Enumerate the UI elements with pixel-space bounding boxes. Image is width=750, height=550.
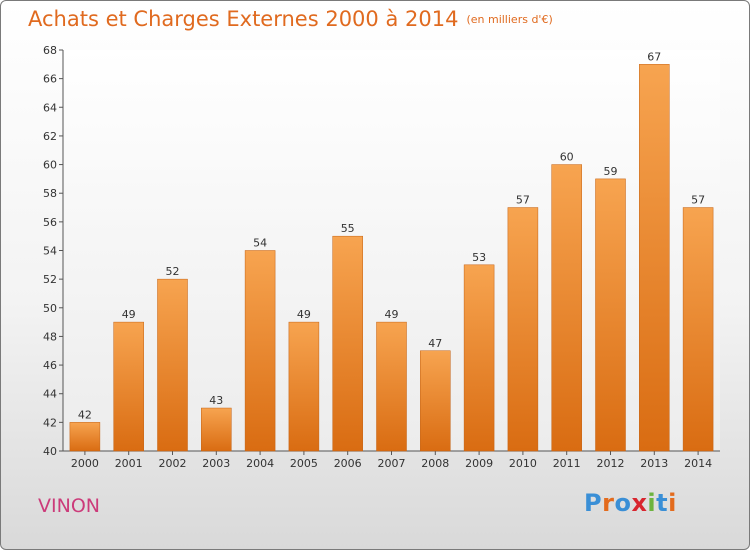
bar-2009 <box>463 264 495 452</box>
bar-2000 <box>69 422 101 452</box>
y-tick-label: 60 <box>43 159 57 172</box>
value-label-2009: 53 <box>472 251 486 264</box>
value-label-2010: 57 <box>516 194 530 207</box>
value-label-2004: 54 <box>253 237 267 250</box>
logo-letter: x <box>631 489 648 517</box>
bar-2001 <box>113 321 144 452</box>
value-label-2000: 42 <box>78 408 92 421</box>
bar-2011 <box>551 164 582 452</box>
x-tick-label-2010: 2010 <box>509 457 537 470</box>
y-tick-label: 56 <box>43 216 57 229</box>
y-tick-label: 46 <box>43 359 57 372</box>
y-tick-label: 42 <box>43 416 57 429</box>
bar-2012 <box>595 178 626 452</box>
x-tick-label-2001: 2001 <box>115 457 143 470</box>
value-label-2002: 52 <box>166 265 180 278</box>
bar-2013 <box>639 64 670 452</box>
x-tick-label-2009: 2009 <box>465 457 493 470</box>
y-tick-label: 62 <box>43 130 57 143</box>
y-tick-label: 54 <box>43 245 57 258</box>
chart-subtitle: (en milliers d'€) <box>466 13 553 26</box>
logo-letter: i <box>647 489 657 517</box>
y-tick-label: 40 <box>43 445 57 458</box>
logo-letter: P <box>584 489 603 517</box>
value-label-2014: 57 <box>691 194 705 207</box>
bars: 42 49 52 43 54 49 55 49 47 53 57 60 59 67 57 <box>69 50 714 452</box>
value-label-2012: 59 <box>604 165 618 178</box>
proxiti-logo[interactable]: Proxiti <box>584 489 677 517</box>
y-tick-label: 50 <box>43 302 57 315</box>
x-tick-label-2004: 2004 <box>246 457 274 470</box>
y-tick-label: 64 <box>43 101 57 114</box>
bar-2003 <box>201 407 232 452</box>
y-tick-label: 52 <box>43 273 57 286</box>
x-tick-label-2007: 2007 <box>378 457 406 470</box>
x-axis: 2000 2001 2002 2003 2004 2005 2006 2007 2008 2009… <box>63 450 720 470</box>
logo-letter: r <box>602 489 615 517</box>
x-tick-label-2012: 2012 <box>597 457 625 470</box>
bar-2007 <box>376 321 407 452</box>
logo-letter: t <box>656 489 669 517</box>
x-tick-label-2014: 2014 <box>684 457 712 470</box>
value-label-2011: 60 <box>560 151 574 164</box>
x-tick-label-2000: 2000 <box>71 457 99 470</box>
x-tick-label-2011: 2011 <box>553 457 581 470</box>
chart-title-text: Achats et Charges Externes 2000 à 2014 <box>28 7 459 31</box>
bar-2005 <box>288 321 320 452</box>
y-tick-label: 66 <box>43 73 57 86</box>
x-tick-label-2003: 2003 <box>202 457 230 470</box>
bar-2006 <box>332 235 363 452</box>
logo-letter: o <box>614 489 632 517</box>
y-tick-label: 44 <box>43 388 57 401</box>
x-tick-label-2008: 2008 <box>421 457 449 470</box>
y-tick-label: 48 <box>43 330 57 343</box>
x-tick-label-2002: 2002 <box>159 457 187 470</box>
value-label-2006: 55 <box>341 222 355 235</box>
y-axis: 40 42 44 46 48 50 52 54 56 58 60 62 64 66 68 <box>43 44 64 458</box>
bar-2010 <box>507 207 539 452</box>
value-label-2007: 49 <box>385 308 399 321</box>
y-tick-label: 58 <box>43 187 57 200</box>
value-label-2001: 49 <box>122 308 136 321</box>
bar-2004 <box>244 250 276 452</box>
x-tick-label-2006: 2006 <box>334 457 362 470</box>
logo-letter: i <box>668 489 677 517</box>
x-tick-label-2005: 2005 <box>290 457 318 470</box>
bar-2014 <box>682 207 714 452</box>
bar-2002 <box>157 278 188 452</box>
value-label-2005: 49 <box>297 308 311 321</box>
commune-name: VINON <box>38 495 100 517</box>
value-label-2003: 43 <box>209 394 223 407</box>
x-tick-label-2013: 2013 <box>640 457 668 470</box>
bar-2008 <box>420 350 451 452</box>
chart-title: Achats et Charges Externes 2000 à 2014 (e… <box>28 7 553 31</box>
y-tick-label: 68 <box>43 44 57 57</box>
value-label-2013: 67 <box>647 50 661 63</box>
value-label-2008: 47 <box>428 337 442 350</box>
